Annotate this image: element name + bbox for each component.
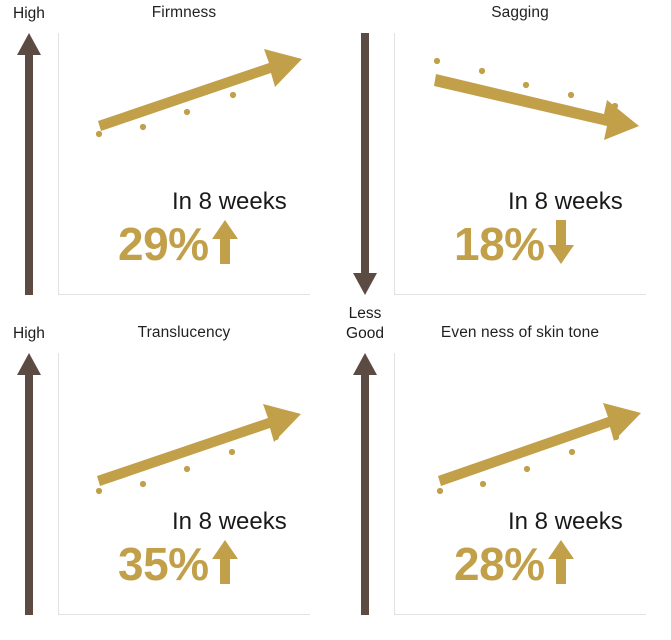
result-percent-sagging: 18% [454,217,545,270]
axis-firmness: High [6,5,52,295]
data-points [436,433,620,495]
trend-arrow-down-icon [434,74,639,140]
panel-translucency: Translucency High In 8 weeks 35% [0,320,335,640]
panel-sagging: Sagging Less In 8 weeks 18% [336,0,671,322]
result-period-evenness: In 8 weeks [508,508,623,535]
panel-title-evenness: Even ness of skin tone [440,324,600,341]
result-period-sagging: In 8 weeks [508,188,623,215]
axis-label-translucency: High [13,325,45,342]
plot-frame-sagging [394,33,646,295]
trend-plot-evenness [436,403,641,495]
panel-title-translucency: Translucency [137,324,231,341]
result-figure-translucency: 35% [118,538,333,589]
result-figure-firmness: 29% [118,218,333,269]
axis-arrow-up-icon [353,353,377,615]
trend-plot-sagging [433,57,639,140]
result-percent-translucency: 35% [118,537,209,590]
result-callout-evenness: In 8 weeks 28% [454,510,669,589]
result-callout-sagging: In 8 weeks 18% [454,190,669,269]
panel-evenness: Even ness of skin tone Good In 8 weeks 2… [336,320,671,640]
axis-arrow-up-icon [17,353,41,615]
axis-label-sagging: Less [348,305,382,322]
axis-label-evenness: Good [346,325,384,342]
axis-label-firmness: High [13,5,45,22]
result-callout-translucency: In 8 weeks 35% [118,510,333,589]
result-figure-sagging: 18% [454,218,669,269]
plot-frame-firmness [58,33,310,295]
plot-frame-evenness [394,353,646,615]
trend-plot-firmness [95,49,302,138]
panel-firmness: Firmness High In 8 weeks 29% [0,0,335,320]
panel-title-sagging: Sagging [491,4,549,21]
panel-title-firmness: Firmness [151,4,217,21]
data-points [433,57,619,110]
trend-up-arrow-icon [547,538,575,589]
result-figure-evenness: 28% [454,538,669,589]
axis-arrow-up-icon [17,33,41,295]
trend-down-arrow-icon [547,218,575,269]
data-points [95,433,280,495]
plot-frame-translucency [58,353,310,615]
axis-translucency: High [6,325,52,615]
result-period-firmness: In 8 weeks [172,188,287,215]
axis-arrow-down-icon [353,33,377,295]
result-period-translucency: In 8 weeks [172,508,287,535]
result-percent-firmness: 29% [118,217,209,270]
trend-arrow-up-icon [97,404,301,486]
trend-up-arrow-icon [211,218,239,269]
trend-plot-translucency [95,404,301,495]
axis-evenness: Good [342,325,388,615]
trend-up-arrow-icon [211,538,239,589]
data-points [95,76,281,138]
result-percent-evenness: 28% [454,537,545,590]
axis-sagging: Less [342,33,388,322]
trend-arrow-up-icon [438,403,641,486]
result-callout-firmness: In 8 weeks 29% [118,190,333,269]
trend-arrow-up-icon [98,49,302,131]
